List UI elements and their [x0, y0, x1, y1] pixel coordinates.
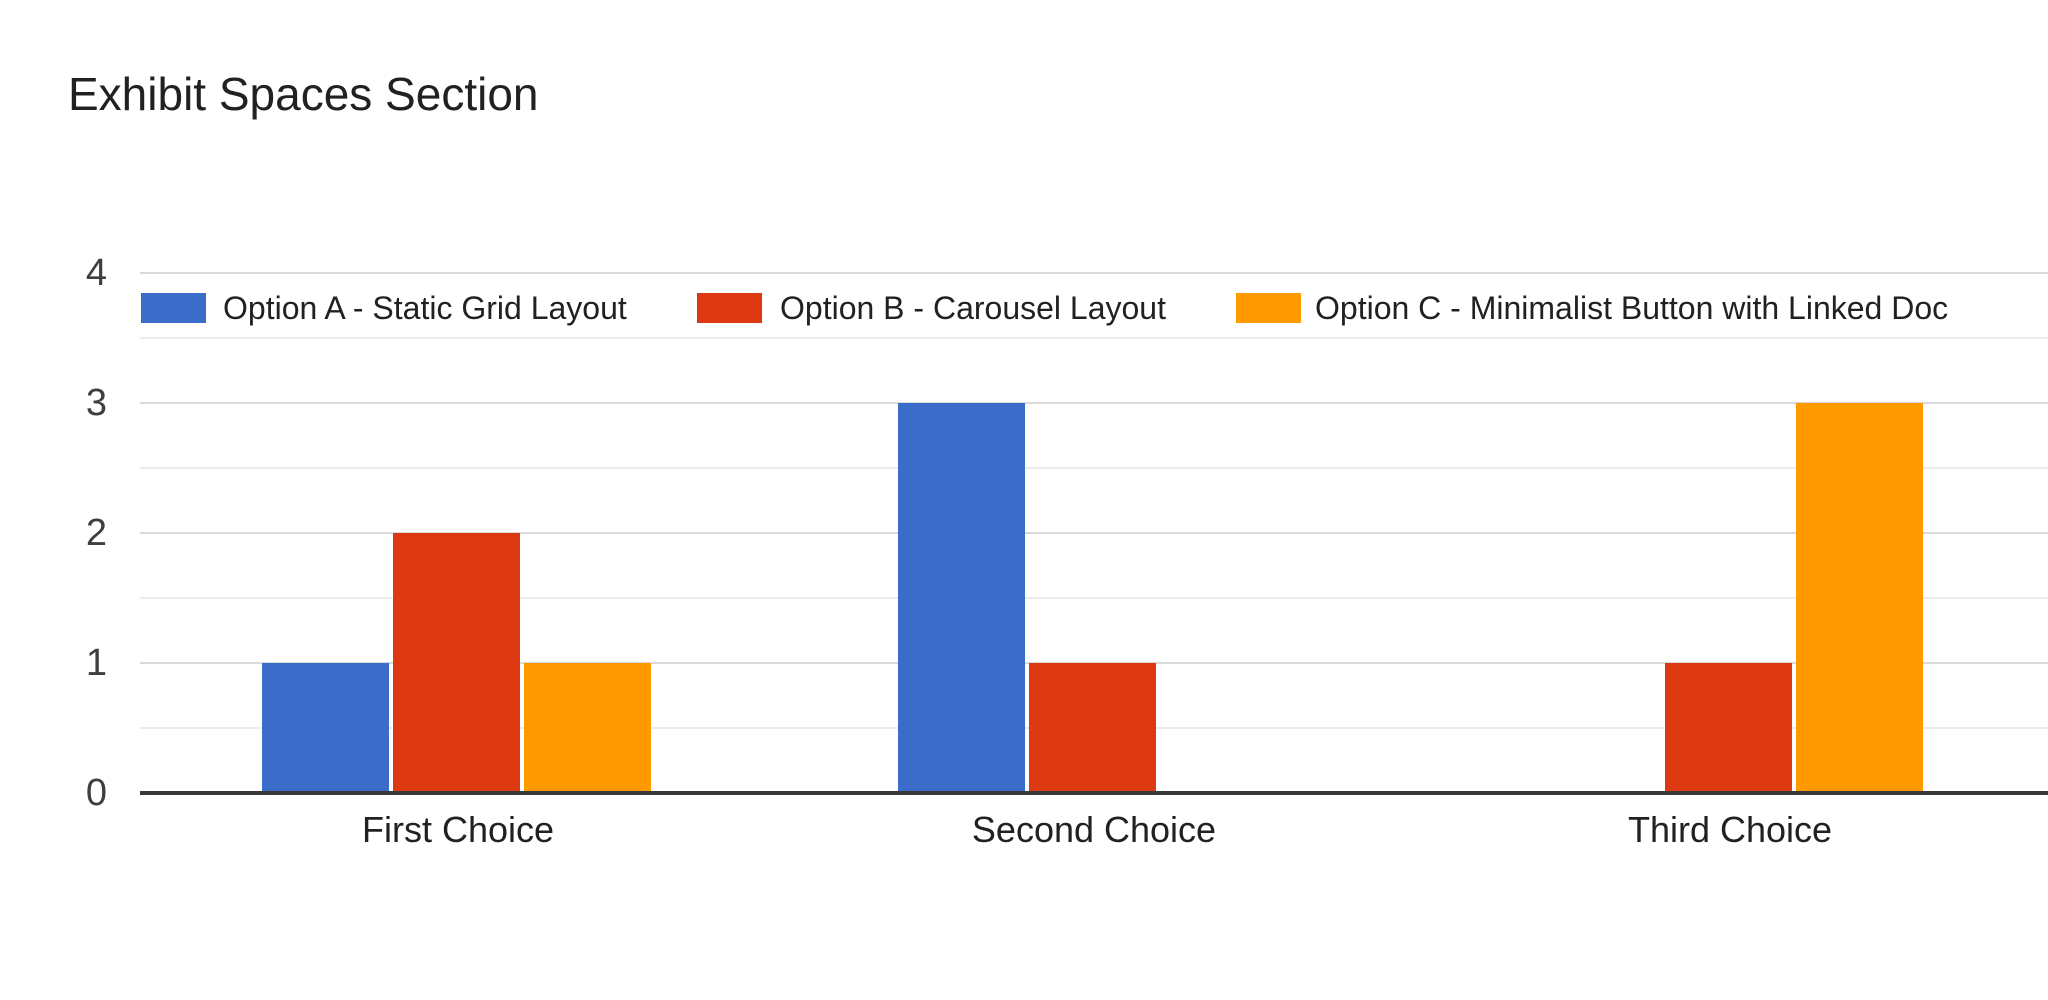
minor-gridline [140, 597, 2048, 599]
legend-label: Option A - Static Grid Layout [223, 290, 627, 326]
y-tick-label: 0 [85, 772, 107, 814]
bar-2-third-choice[interactable] [1665, 663, 1792, 793]
y-tick-label: 2 [85, 512, 107, 554]
x-axis-line [140, 791, 2048, 795]
legend-label: Option B - Carousel Layout [780, 290, 1166, 326]
minor-gridline [140, 337, 2048, 339]
major-gridline [140, 402, 2048, 404]
x-axis-label: Third Choice [1627, 809, 1833, 850]
bar-1-second-choice[interactable] [898, 403, 1025, 793]
major-gridline [140, 272, 2048, 274]
legend-label: Option C - Minimalist Button with Linked… [1315, 290, 1949, 326]
bar-3-first-choice[interactable] [524, 663, 651, 793]
bar-2-second-choice[interactable] [1029, 663, 1156, 793]
bar-3-third-choice[interactable] [1796, 403, 1923, 793]
y-tick-label: 4 [85, 252, 107, 294]
legend-swatch [1236, 293, 1301, 323]
major-gridline [140, 532, 2048, 534]
x-axis-label: First Choice [361, 809, 555, 850]
legend-swatch [141, 293, 206, 323]
y-tick-label: 1 [85, 642, 107, 684]
legend-swatch [697, 293, 762, 323]
y-tick-label: 3 [85, 382, 107, 424]
minor-gridline [140, 467, 2048, 469]
bar-1-first-choice[interactable] [262, 663, 389, 793]
x-axis-label: Second Choice [971, 809, 1217, 850]
bar-2-first-choice[interactable] [393, 533, 520, 793]
chart-title: Exhibit Spaces Section [68, 68, 539, 120]
